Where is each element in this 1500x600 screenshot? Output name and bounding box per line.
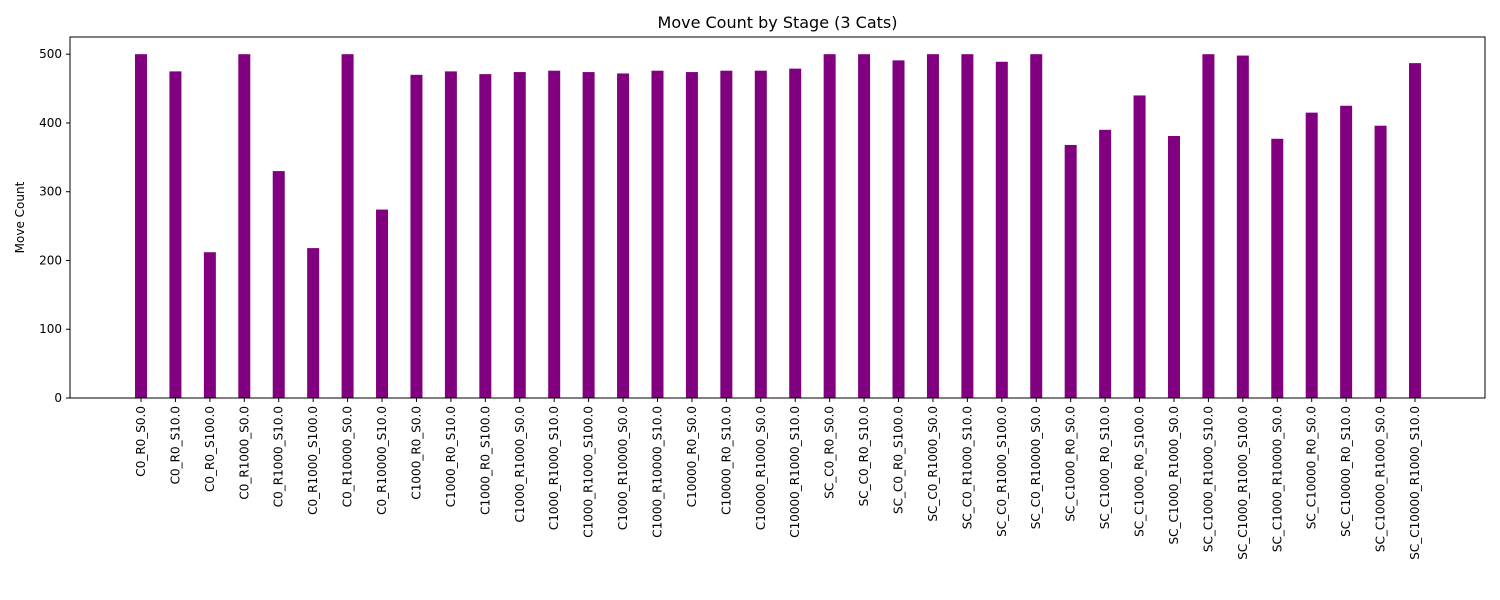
bar-C0_R10000_S0.0 [341, 54, 354, 398]
x-tick-label: C10000_R0_S10.0 [719, 406, 733, 515]
x-tick-label: C1000_R10000_S0.0 [616, 406, 630, 530]
x-tick-label: C0_R10000_S10.0 [375, 406, 389, 515]
y-tick-label: 500 [39, 47, 62, 61]
bar-C1000_R0_S0.0 [410, 74, 423, 399]
x-tick-label: C1000_R1000_S0.0 [513, 406, 527, 523]
x-tick-label: C0_R0_S0.0 [134, 406, 148, 477]
y-axis-label: Move Count [13, 181, 27, 253]
x-tick-label: SC_C0_R0_S100.0 [892, 406, 906, 514]
bar-SC_C0_R0_S100.0 [892, 60, 905, 398]
bar-C1000_R1000_S10.0 [548, 70, 561, 399]
bar-C0_R0_S10.0 [169, 71, 182, 398]
bar-C1000_R1000_S100.0 [582, 72, 595, 398]
y-tick-label: 100 [39, 322, 62, 336]
x-tick-label: SC_C10000_R0_S10.0 [1339, 406, 1353, 537]
bar-C0_R0_S0.0 [135, 54, 147, 398]
x-tick-label: C10000_R0_S0.0 [685, 406, 699, 507]
bar-SC_C0_R1000_S0.0 [926, 54, 939, 398]
x-tick-label: SC_C0_R0_S10.0 [857, 406, 871, 506]
x-tick-label: C10000_R1000_S0.0 [754, 406, 768, 530]
x-tick-label: SC_C1000_R0_S10.0 [1098, 406, 1112, 529]
x-tick-label: C0_R0_S100.0 [203, 406, 217, 492]
x-tick-label: SC_C0_R0_S0.0 [823, 406, 837, 499]
x-tick-label: SC_C1000_R0_S100.0 [1133, 406, 1147, 537]
plot-area-frame [69, 36, 1486, 399]
bar-SC_C0_R10000_S0.0 [1030, 54, 1043, 398]
bar-SC_C1000_R1000_S100.0 [1236, 55, 1249, 399]
x-tick-label: SC_C10000_R1000_S10.0 [1408, 406, 1422, 560]
y-tick-label: 200 [39, 253, 62, 267]
x-tick-label: C0_R0_S10.0 [168, 406, 182, 484]
x-tick-label: SC_C1000_R0_S0.0 [1064, 406, 1078, 522]
bar-SC_C10000_R1000_S0.0 [1374, 125, 1387, 399]
x-tick-label: C1000_R0_S0.0 [409, 406, 423, 500]
bar-SC_C0_R1000_S100.0 [995, 61, 1008, 399]
bar-SC_C1000_R10000_S0.0 [1271, 138, 1284, 398]
bar-SC_C0_R1000_S10.0 [961, 54, 974, 398]
bar-C1000_R10000_S10.0 [651, 70, 664, 399]
bar-C1000_R0_S100.0 [479, 74, 492, 398]
bar-C0_R1000_S100.0 [307, 248, 320, 398]
bar-C1000_R1000_S0.0 [513, 72, 526, 398]
x-tick-label: C1000_R0_S10.0 [444, 406, 458, 507]
x-tick-label: C10000_R1000_S10.0 [788, 406, 802, 538]
bar-SC_C1000_R0_S10.0 [1099, 129, 1112, 399]
bar-SC_C1000_R0_S100.0 [1133, 95, 1146, 398]
x-tick-label: SC_C0_R1000_S10.0 [960, 406, 974, 529]
x-tick-label: SC_C0_R10000_S0.0 [1029, 406, 1043, 529]
bar-C0_R10000_S10.0 [376, 209, 389, 398]
bar-SC_C1000_R1000_S0.0 [1167, 136, 1180, 398]
bar-C1000_R10000_S0.0 [617, 73, 630, 398]
x-tick-label: SC_C10000_R0_S0.0 [1305, 406, 1319, 529]
y-tick-label: 300 [39, 185, 62, 199]
x-tick-label: SC_C1000_R1000_S100.0 [1236, 406, 1250, 560]
bar-C10000_R0_S10.0 [720, 70, 733, 399]
x-tick-label: C0_R1000_S100.0 [306, 406, 320, 515]
bar-C1000_R0_S10.0 [444, 71, 457, 398]
y-tick-label: 400 [39, 116, 62, 130]
y-axis: 0 100 200 300 400 500 [39, 47, 70, 405]
bar-C10000_R0_S0.0 [685, 72, 698, 398]
bar-SC_C1000_R0_S0.0 [1064, 144, 1077, 398]
bar-SC_C10000_R1000_S10.0 [1409, 63, 1421, 399]
chart-title: Move Count by Stage (3 Cats) [658, 13, 898, 32]
x-tick-label: C1000_R1000_S100.0 [582, 406, 596, 538]
bar-SC_C1000_R1000_S10.0 [1202, 54, 1215, 398]
bar-C0_R1000_S0.0 [238, 54, 251, 398]
y-tick-label: 0 [54, 391, 62, 405]
x-tick-label: SC_C1000_R1000_S0.0 [1167, 406, 1181, 545]
x-tick-label: SC_C1000_R10000_S0.0 [1270, 406, 1284, 552]
bar-SC_C10000_R0_S0.0 [1305, 112, 1318, 398]
x-tick-label: SC_C0_R1000_S100.0 [995, 406, 1009, 537]
x-tick-label: SC_C0_R1000_S0.0 [926, 406, 940, 522]
x-tick-label: SC_C1000_R1000_S10.0 [1201, 406, 1215, 552]
bar-SC_C0_R0_S10.0 [858, 54, 871, 398]
x-tick-label: C0_R10000_S0.0 [341, 406, 355, 507]
x-tick-label: C1000_R1000_S10.0 [547, 406, 561, 530]
bar-C0_R0_S100.0 [203, 252, 216, 398]
x-tick-label: C0_R1000_S10.0 [272, 406, 286, 507]
bar-SC_C0_R0_S0.0 [823, 54, 836, 398]
bar-C10000_R1000_S10.0 [789, 68, 802, 398]
bar-SC_C10000_R0_S10.0 [1340, 105, 1353, 398]
bar-C10000_R1000_S0.0 [754, 70, 767, 399]
x-tick-label: C0_R1000_S0.0 [237, 406, 251, 500]
x-axis: C0_R0_S0.0 C0_R0_S10.0 C0_R0_S100.0 C0_R100… [134, 398, 1422, 560]
bar-C0_R1000_S10.0 [272, 171, 285, 398]
x-tick-label: SC_C10000_R1000_S0.0 [1374, 406, 1388, 552]
x-tick-label: C1000_R10000_S10.0 [650, 406, 664, 538]
x-tick-label: C1000_R0_S100.0 [478, 406, 492, 515]
bars-group [135, 54, 1421, 399]
